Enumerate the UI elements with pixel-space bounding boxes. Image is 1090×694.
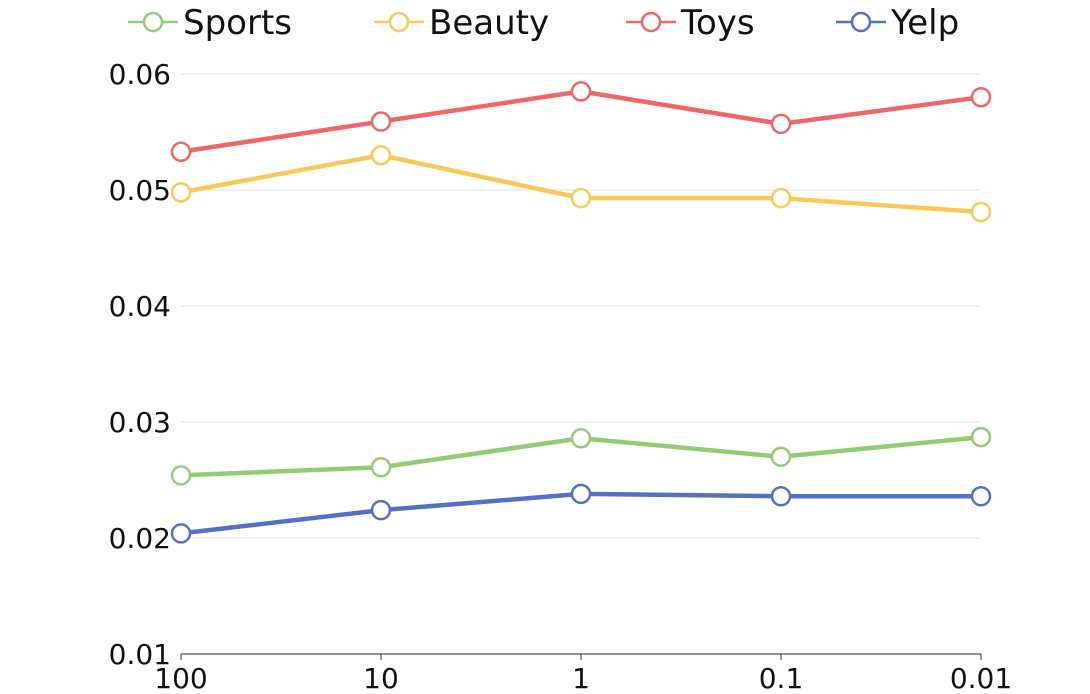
data-point-beauty[interactable] [770,187,792,209]
legend-item-sports[interactable]: Sports [128,3,292,43]
data-point-beauty[interactable] [170,182,192,203]
legend-marker [142,11,164,33]
series-toys [170,81,992,162]
series-beauty [170,144,992,223]
data-point-sports[interactable] [570,427,592,449]
data-point-yelp[interactable] [370,499,392,521]
data-point-yelp[interactable] [770,485,792,507]
legend-label: Yelp [890,3,959,43]
data-point-toys[interactable] [770,113,792,135]
y-axis-tick-labels: 0.01 0.02 0.03 0.04 0.05 0.06 [109,58,171,671]
legend-label: Sports [183,3,292,43]
data-point-yelp[interactable] [570,483,592,505]
data-point-toys[interactable] [970,86,992,108]
legend-item-beauty[interactable]: Beauty [374,3,549,43]
legend-marker [388,11,410,33]
legend-item-toys[interactable]: Toys [626,3,755,43]
y-tick-label: 0.06 [109,58,171,91]
data-point-toys[interactable] [370,111,392,132]
y-tick-label: 0.01 [109,638,171,671]
x-axis: 100 10 1 0.1 0.01 [154,653,1012,694]
legend-item-yelp[interactable]: Yelp [836,3,959,43]
y-tick-label: 0.03 [109,406,171,439]
data-point-beauty[interactable] [370,144,392,166]
series-layer [170,81,992,544]
x-tick-label: 0.01 [950,662,1012,694]
y-tick-label: 0.04 [109,290,171,323]
legend[interactable]: Sports Beauty Toys Yelp [128,3,959,43]
data-point-toys[interactable] [570,81,592,102]
data-point-sports[interactable] [170,465,192,486]
y-tick-label: 0.02 [109,522,171,555]
series-sports [170,426,992,486]
legend-label: Toys [680,3,755,43]
x-tick-label: 1 [572,662,590,694]
x-tick-label: 0.1 [759,662,804,694]
data-point-sports[interactable] [770,446,792,468]
data-point-toys[interactable] [170,141,192,162]
data-point-beauty[interactable] [970,201,992,223]
data-point-yelp[interactable] [970,485,992,507]
x-tick-label: 100 [154,662,207,694]
data-point-sports[interactable] [370,456,392,478]
legend-label: Beauty [429,3,549,43]
data-point-yelp[interactable] [170,523,192,544]
legend-marker [640,11,662,33]
y-tick-label: 0.05 [109,174,171,207]
series-yelp [170,483,992,544]
x-tick-label: 10 [363,662,399,694]
data-point-beauty[interactable] [570,187,592,209]
data-point-sports[interactable] [970,426,992,448]
legend-marker [850,11,872,33]
grid-lines [181,73,981,539]
